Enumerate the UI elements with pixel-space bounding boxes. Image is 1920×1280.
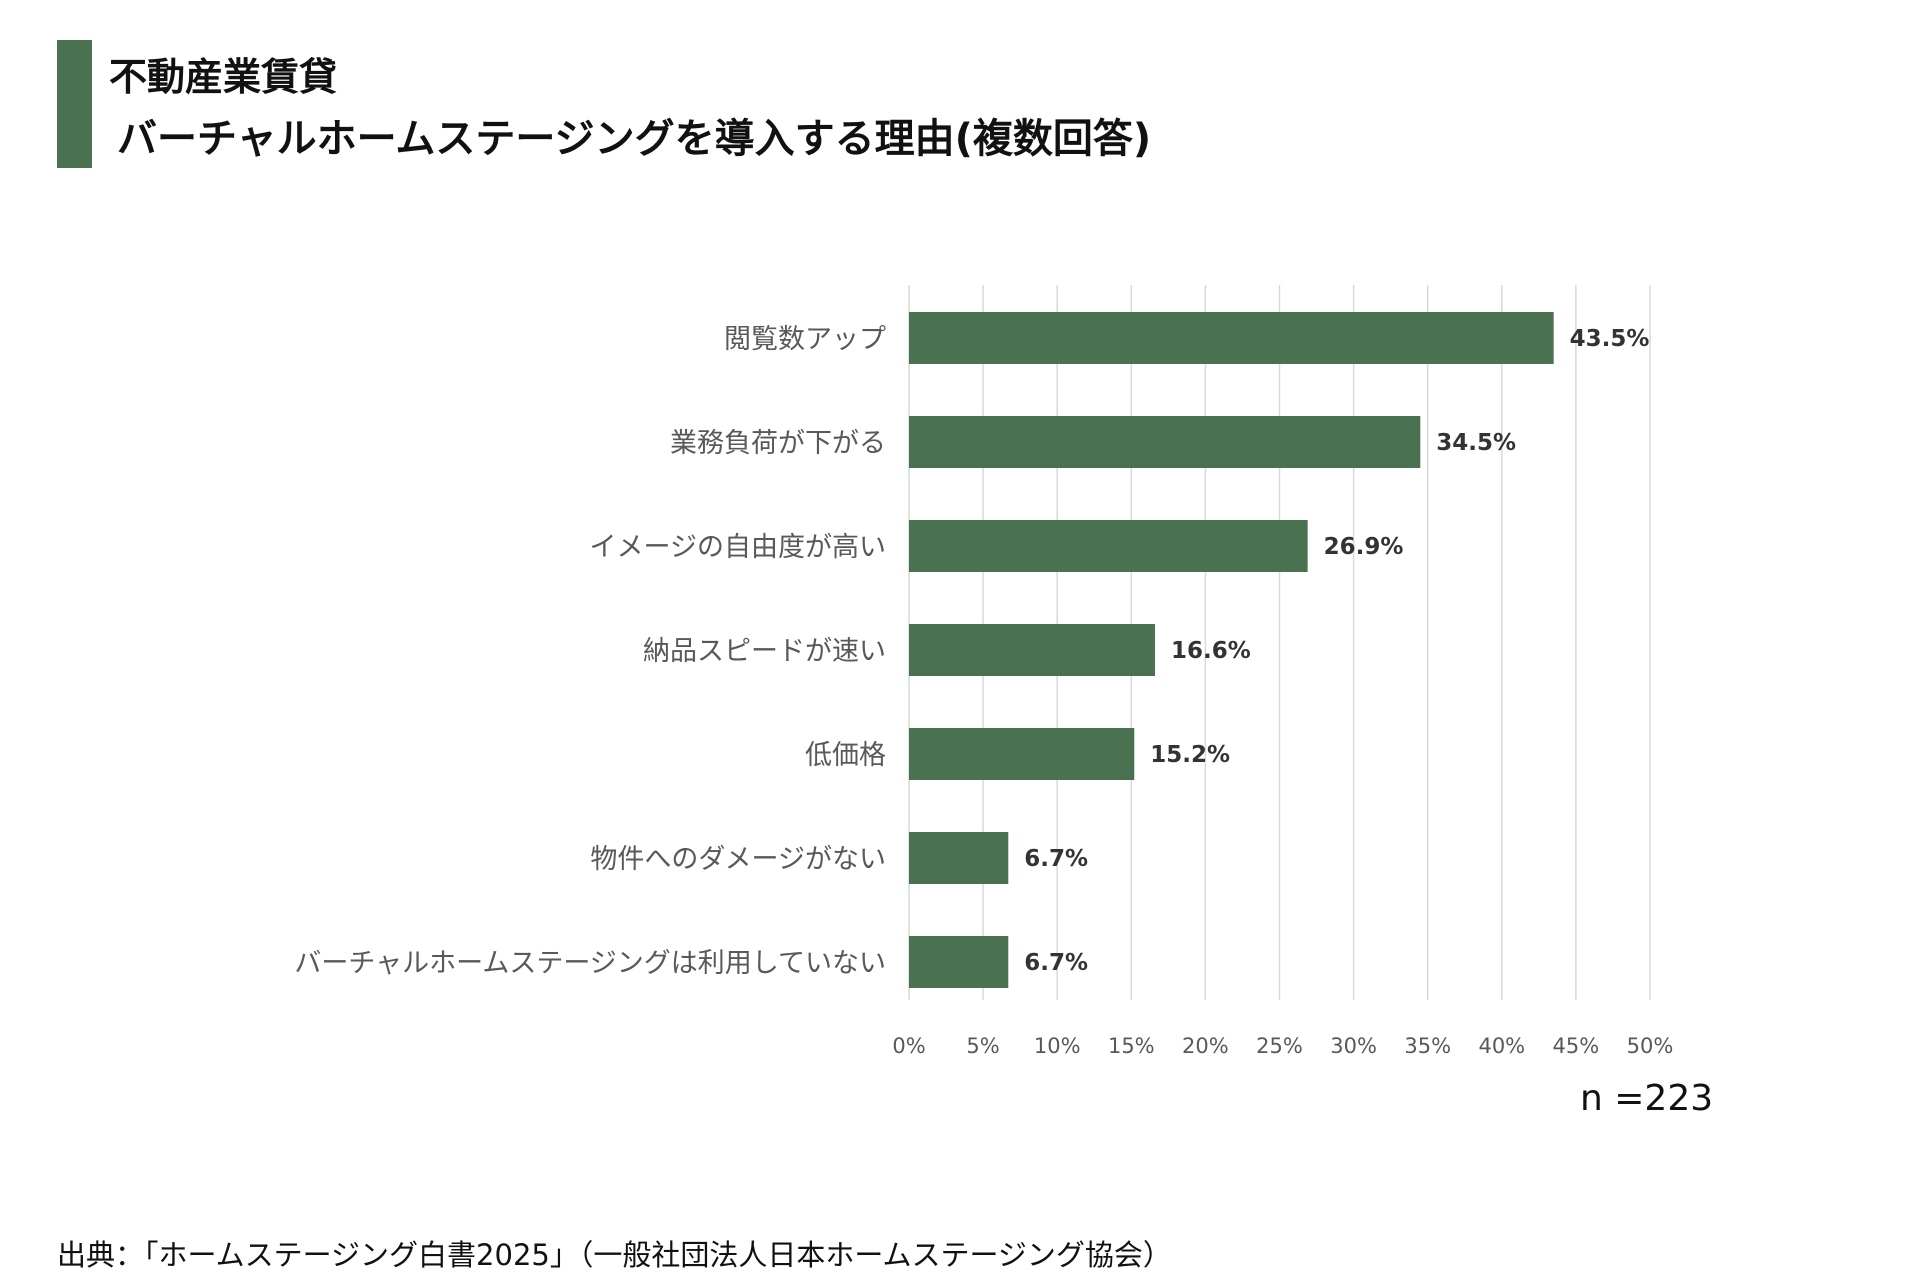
x-tick-label: 15%	[1108, 1034, 1155, 1058]
x-tick-label: 45%	[1553, 1034, 1600, 1058]
x-tick-label: 40%	[1478, 1034, 1525, 1058]
category-label: 閲覧数アップ	[724, 324, 886, 355]
bar	[909, 312, 1554, 364]
category-label: 物件へのダメージがない	[590, 844, 886, 875]
bar	[909, 832, 1009, 884]
x-tick-label: 30%	[1330, 1034, 1377, 1058]
x-tick-label: 0%	[892, 1034, 925, 1058]
category-label: 納品スピードが速い	[643, 636, 886, 667]
title-line-1: 不動産業賃貸	[109, 55, 338, 99]
data-label: 15.2%	[1150, 742, 1230, 768]
chart-title: 不動産業賃貸 バーチャルホームステージングを導入する理由(複数回答)	[57, 40, 1657, 168]
data-label: 6.7%	[1024, 846, 1088, 872]
bar-chart: 0% 5% 10% 15% 20% 25% 30% 35% 40% 45% 50% 43.5% 閲覧数ア…	[294, 285, 1674, 1058]
x-tick-label: 20%	[1182, 1034, 1229, 1058]
bar	[909, 728, 1135, 780]
data-label: 26.9%	[1324, 534, 1404, 560]
x-tick-label: 5%	[966, 1034, 999, 1058]
source-citation: 出典：「ホームステージング白書2025」（一般社団法人日本ホームステージング協会…	[57, 1238, 1172, 1272]
x-tick-label: 35%	[1404, 1034, 1451, 1058]
x-tick-label: 50%	[1627, 1034, 1674, 1058]
bar	[909, 416, 1421, 468]
bar	[909, 520, 1308, 572]
data-label: 34.5%	[1436, 430, 1516, 456]
category-label: イメージの自由度が高い	[590, 532, 886, 563]
title-accent-bar	[57, 40, 92, 168]
category-label: バーチャルホームステージングは利用していない	[294, 948, 886, 979]
x-tick-label: 25%	[1256, 1034, 1303, 1058]
x-tick-label: 10%	[1034, 1034, 1081, 1058]
category-label: 低価格	[805, 740, 886, 771]
sample-size-note: n =223	[1580, 1078, 1714, 1119]
bar	[909, 936, 1009, 988]
data-label: 16.6%	[1171, 638, 1251, 664]
category-label: 業務負荷が下がる	[670, 428, 886, 459]
title-line-2: バーチャルホームステージングを導入する理由(複数回答)	[117, 116, 1152, 162]
bar	[909, 624, 1156, 676]
data-label: 43.5%	[1570, 326, 1650, 352]
data-label: 6.7%	[1024, 950, 1088, 976]
